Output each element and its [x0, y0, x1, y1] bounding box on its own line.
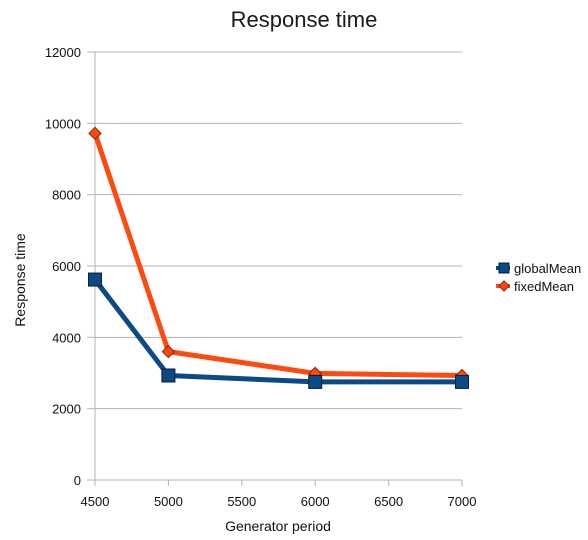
data-point-globalMean [308, 374, 323, 389]
legend-marker-fixedMean [498, 280, 510, 292]
y-tick-label: 12000 [45, 45, 81, 60]
data-point-fixedMean [88, 126, 102, 141]
data-point-globalMean [455, 374, 469, 389]
y-tick-label: 4000 [52, 330, 81, 345]
y-tick-label: 10000 [45, 116, 81, 131]
chart-title: Response time [231, 7, 378, 32]
x-tick-label: 7000 [448, 494, 477, 509]
data-point-fixedMean [161, 344, 176, 359]
x-axis-label: Generator period [225, 518, 331, 534]
legend-marker-globalMean [498, 262, 510, 274]
series-line-globalMean [92, 277, 465, 385]
x-tick-label: 4500 [81, 494, 110, 509]
x-tick-label: 5000 [154, 494, 183, 509]
legend-label: fixedMean [514, 279, 574, 294]
y-axis-label: Response time [12, 233, 28, 327]
y-tick-label: 2000 [52, 402, 81, 417]
y-tick-label: 8000 [52, 188, 81, 203]
y-tick-label: 0 [74, 473, 81, 488]
x-tick-label: 6000 [301, 494, 330, 509]
data-point-globalMean [161, 368, 176, 383]
y-tick-label: 6000 [52, 259, 81, 274]
plot-area: 0 2000 4000 6000 8000 10000 12000 4500 5000 5500 6… [45, 45, 581, 509]
series-line-fixedMean [92, 130, 465, 378]
x-tick-label: 6500 [374, 494, 403, 509]
legend-label: globalMean [514, 261, 581, 276]
x-tick-label: 5500 [227, 494, 256, 509]
data-point-globalMean [88, 272, 102, 287]
